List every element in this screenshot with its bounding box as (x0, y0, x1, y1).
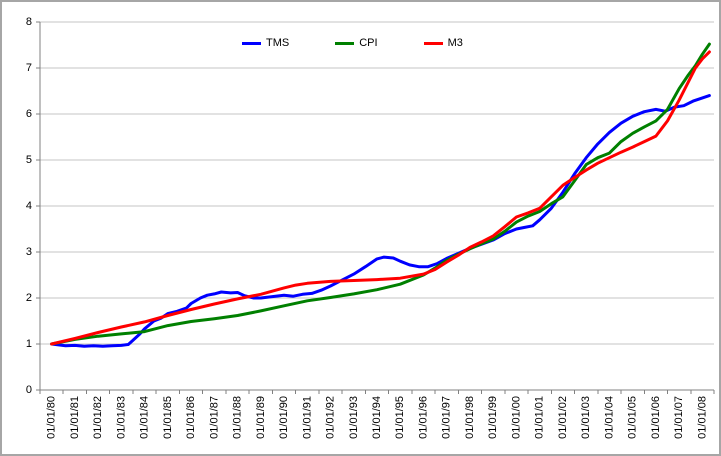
svg-text:01/01/95: 01/01/95 (394, 396, 406, 439)
legend-label-cpi: CPI (359, 37, 378, 49)
chart-legend: TMS CPI M3 (242, 35, 463, 51)
svg-text:01/01/84: 01/01/84 (139, 396, 151, 439)
svg-text:0: 0 (26, 384, 32, 396)
tms-line-swatch (242, 41, 261, 45)
svg-text:01/01/05: 01/01/05 (627, 396, 639, 439)
x-tick-labels: 01/01/80 01/01/81 01/01/82 01/01/83 01/01/84… (46, 396, 709, 439)
gridlines (40, 21, 714, 345)
svg-text:01/01/89: 01/01/89 (255, 396, 267, 439)
svg-text:01/01/08: 01/01/08 (696, 396, 708, 439)
svg-text:7: 7 (26, 62, 32, 74)
svg-text:01/01/91: 01/01/91 (301, 396, 313, 439)
series-line-cpi (50, 42, 711, 346)
axes (36, 21, 715, 394)
svg-text:01/01/80: 01/01/80 (46, 396, 58, 439)
svg-text:01/01/87: 01/01/87 (208, 396, 220, 439)
legend-item-m3: M3 (423, 37, 463, 49)
svg-text:01/01/03: 01/01/03 (580, 396, 592, 439)
legend-item-tms: TMS (242, 37, 289, 49)
svg-text:01/01/99: 01/01/99 (487, 396, 499, 439)
svg-text:01/01/04: 01/01/04 (603, 396, 615, 439)
svg-text:01/01/97: 01/01/97 (441, 396, 453, 439)
legend-label-m3: M3 (447, 37, 463, 49)
svg-text:6: 6 (26, 108, 32, 120)
svg-text:01/01/06: 01/01/06 (650, 396, 662, 439)
cpi-line-swatch (335, 41, 355, 45)
svg-text:01/01/07: 01/01/07 (673, 396, 685, 439)
svg-text:01/01/82: 01/01/82 (92, 396, 104, 439)
svg-text:01/01/00: 01/01/00 (510, 396, 522, 439)
series-line-m3 (50, 50, 711, 346)
svg-text:4: 4 (26, 200, 32, 212)
svg-text:01/01/83: 01/01/83 (115, 396, 127, 439)
svg-text:01/01/93: 01/01/93 (348, 396, 360, 439)
svg-text:2: 2 (26, 292, 32, 304)
svg-text:01/01/96: 01/01/96 (417, 396, 429, 439)
svg-text:01/01/86: 01/01/86 (185, 396, 197, 439)
svg-text:01/01/90: 01/01/90 (278, 396, 290, 439)
y-tick-labels: 0 1 2 3 4 5 6 7 8 (26, 16, 32, 396)
svg-text:01/01/98: 01/01/98 (464, 396, 476, 439)
svg-text:3: 3 (26, 246, 32, 258)
legend-label-tms: TMS (266, 37, 290, 49)
svg-text:01/01/81: 01/01/81 (69, 396, 81, 439)
svg-text:5: 5 (26, 154, 32, 166)
svg-text:8: 8 (26, 16, 32, 28)
series-line-tms (50, 94, 711, 348)
legend-item-cpi: CPI (335, 37, 378, 49)
svg-text:01/01/94: 01/01/94 (371, 396, 383, 439)
svg-text:01/01/88: 01/01/88 (232, 396, 244, 439)
svg-text:01/01/85: 01/01/85 (162, 396, 174, 439)
svg-text:01/01/92: 01/01/92 (325, 396, 337, 439)
svg-text:01/01/02: 01/01/02 (557, 396, 569, 439)
m3-line-swatch (423, 41, 443, 45)
svg-text:01/01/01: 01/01/01 (534, 396, 546, 439)
svg-text:1: 1 (26, 338, 32, 350)
